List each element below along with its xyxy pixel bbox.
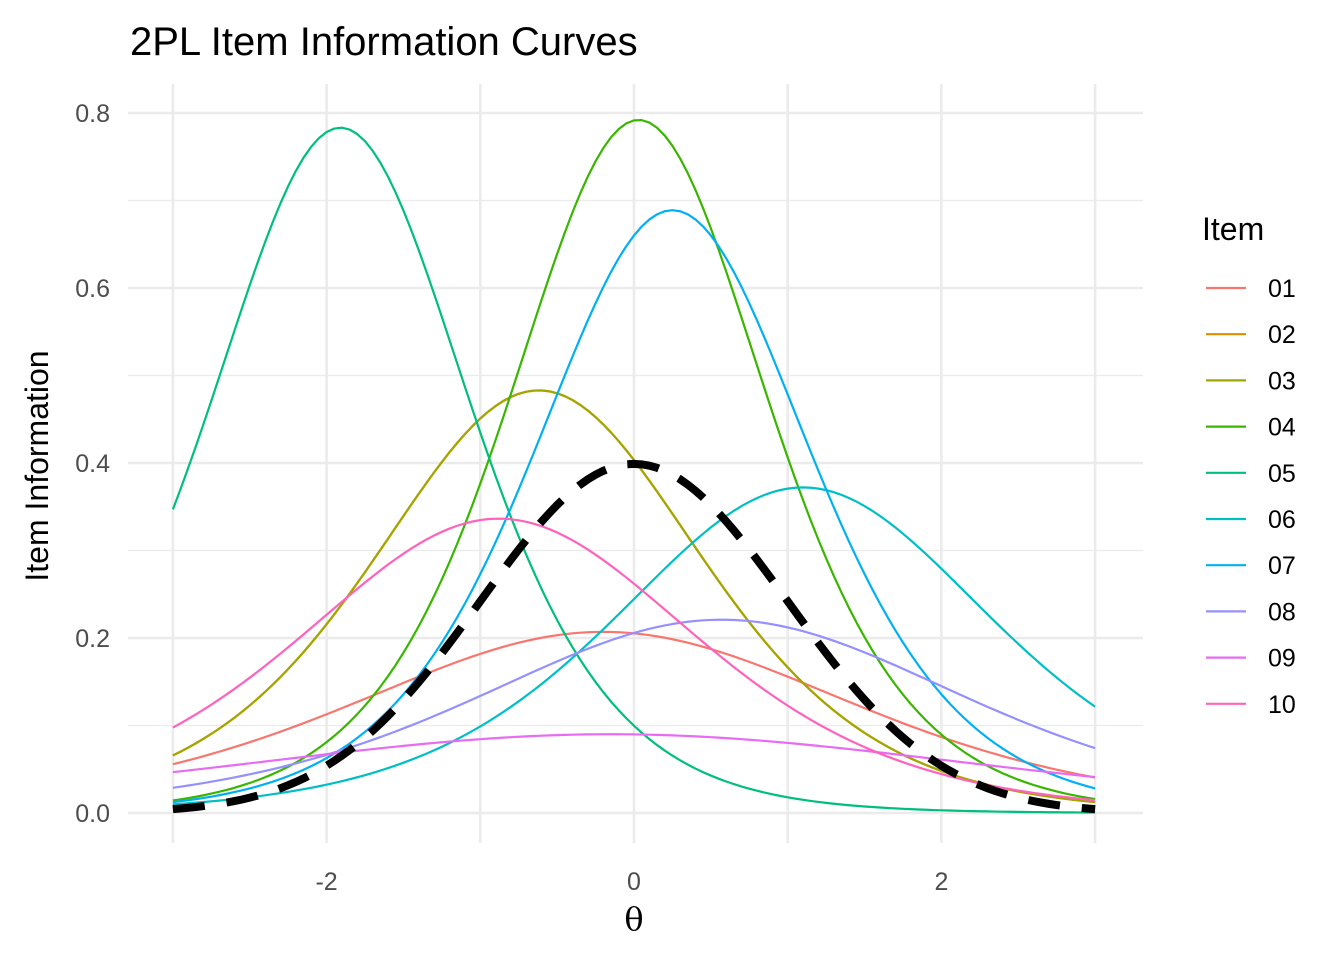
legend-label-01: 01 [1268, 275, 1296, 303]
y-tick-label: 0.2 [75, 625, 110, 653]
curve-item-05 [171, 126, 1096, 814]
y-tick-label: 0.6 [75, 275, 110, 303]
y-axis-ticks: 0.0 0.2 0.4 0.6 0.8 [75, 100, 110, 828]
chart-title: 2PL Item Information Curves [130, 20, 638, 64]
curve-item-09 [172, 733, 1096, 779]
y-tick-label: 0.8 [75, 100, 110, 128]
legend-label-04: 04 [1268, 414, 1296, 442]
y-tick-label: 0.4 [75, 450, 110, 478]
x-tick-label: 0 [627, 868, 641, 896]
legend-label-07: 07 [1268, 552, 1296, 580]
x-tick-label: 2 [934, 868, 948, 896]
legend-label-05: 05 [1268, 460, 1296, 488]
x-tick-label: -2 [315, 868, 337, 896]
legend-label-10: 10 [1268, 691, 1296, 719]
curve-item-06 [172, 486, 1096, 806]
legend: Item 01 02 03 04 05 06 07 08 09 10 [1202, 211, 1296, 719]
reference-dashed-curve [172, 459, 1096, 814]
x-axis-ticks: -2 0 2 [315, 868, 948, 896]
legend-label-09: 09 [1268, 645, 1296, 673]
curve-item-07 [172, 209, 1096, 804]
legend-label-06: 06 [1268, 506, 1296, 534]
legend-label-08: 08 [1268, 598, 1296, 626]
y-tick-label: 0.0 [75, 800, 110, 828]
curve-item-10 [172, 517, 1096, 802]
legend-label-03: 03 [1268, 367, 1296, 395]
y-axis-label: Item Information [19, 350, 55, 581]
legend-title: Item [1202, 211, 1264, 247]
legend-label-02: 02 [1268, 321, 1296, 349]
curve-item-04 [172, 119, 1096, 802]
plot-curves [171, 119, 1096, 814]
x-axis-label: θ [624, 900, 643, 938]
